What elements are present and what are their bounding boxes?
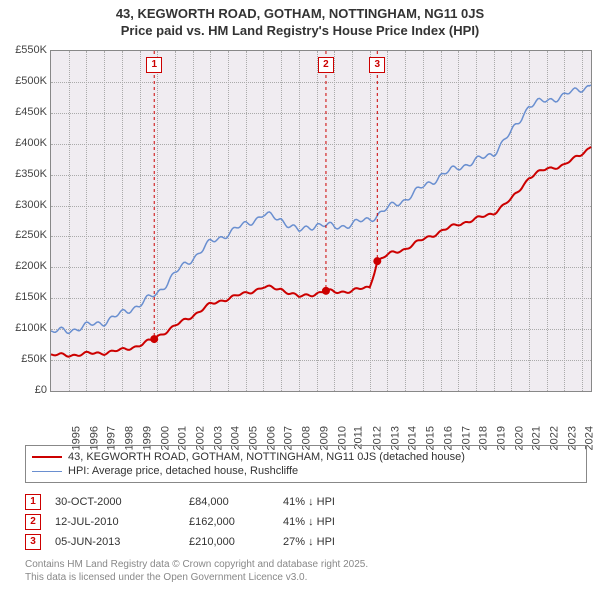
legend-label: HPI: Average price, detached house, Rush…: [68, 465, 298, 477]
legend-label: 43, KEGWORTH ROAD, GOTHAM, NOTTINGHAM, N…: [68, 451, 465, 463]
footer-line2: This data is licensed under the Open Gov…: [25, 572, 307, 583]
sale-delta: 27% ↓ HPI: [283, 536, 383, 548]
chart-container: 43, KEGWORTH ROAD, GOTHAM, NOTTINGHAM, N…: [0, 0, 600, 590]
plot-svg: [51, 51, 591, 391]
sale-row: 3 05-JUN-2013 £210,000 27% ↓ HPI: [25, 532, 575, 552]
y-tick-label: £150K: [2, 291, 47, 303]
sale-row: 2 12-JUL-2010 £162,000 41% ↓ HPI: [25, 512, 575, 532]
marker-box: 2: [318, 57, 334, 73]
sale-point: [322, 287, 330, 295]
y-tick-label: £400K: [2, 137, 47, 149]
legend-swatch: [32, 471, 62, 472]
y-tick-label: £350K: [2, 168, 47, 180]
sale-point: [373, 257, 381, 265]
y-tick-label: £200K: [2, 260, 47, 272]
title-line1: 43, KEGWORTH ROAD, GOTHAM, NOTTINGHAM, N…: [116, 6, 484, 21]
legend-swatch: [32, 456, 62, 458]
sale-marker: 1: [25, 494, 41, 510]
series-line: [51, 147, 591, 357]
footer: Contains HM Land Registry data © Crown c…: [25, 558, 368, 584]
sale-table: 1 30-OCT-2000 £84,000 41% ↓ HPI 2 12-JUL-2010…: [25, 492, 575, 552]
chart-title: 43, KEGWORTH ROAD, GOTHAM, NOTTINGHAM, N…: [0, 0, 600, 40]
y-tick-label: £50K: [2, 353, 47, 365]
legend-row: 43, KEGWORTH ROAD, GOTHAM, NOTTINGHAM, N…: [32, 450, 580, 464]
y-tick-label: £0: [2, 384, 47, 396]
y-tick-label: £450K: [2, 106, 47, 118]
sale-point: [150, 335, 158, 343]
y-tick-label: £250K: [2, 229, 47, 241]
plot-area: 1 2 3: [50, 50, 592, 392]
sale-delta: 41% ↓ HPI: [283, 496, 383, 508]
sale-delta: 41% ↓ HPI: [283, 516, 383, 528]
footer-line1: Contains HM Land Registry data © Crown c…: [25, 559, 368, 570]
sale-price: £162,000: [189, 516, 269, 528]
sale-date: 05-JUN-2013: [55, 536, 175, 548]
y-tick-label: £500K: [2, 75, 47, 87]
title-line2: Price paid vs. HM Land Registry's House …: [121, 23, 480, 38]
legend: 43, KEGWORTH ROAD, GOTHAM, NOTTINGHAM, N…: [25, 445, 587, 483]
marker-box: 3: [369, 57, 385, 73]
sale-marker: 2: [25, 514, 41, 530]
sale-row: 1 30-OCT-2000 £84,000 41% ↓ HPI: [25, 492, 575, 512]
sale-date: 12-JUL-2010: [55, 516, 175, 528]
y-tick-label: £550K: [2, 44, 47, 56]
y-tick-label: £100K: [2, 322, 47, 334]
sale-marker: 3: [25, 534, 41, 550]
marker-box: 1: [146, 57, 162, 73]
sale-price: £84,000: [189, 496, 269, 508]
y-tick-label: £300K: [2, 199, 47, 211]
legend-row: HPI: Average price, detached house, Rush…: [32, 464, 580, 478]
sale-date: 30-OCT-2000: [55, 496, 175, 508]
series-line: [51, 85, 591, 333]
sale-price: £210,000: [189, 536, 269, 548]
